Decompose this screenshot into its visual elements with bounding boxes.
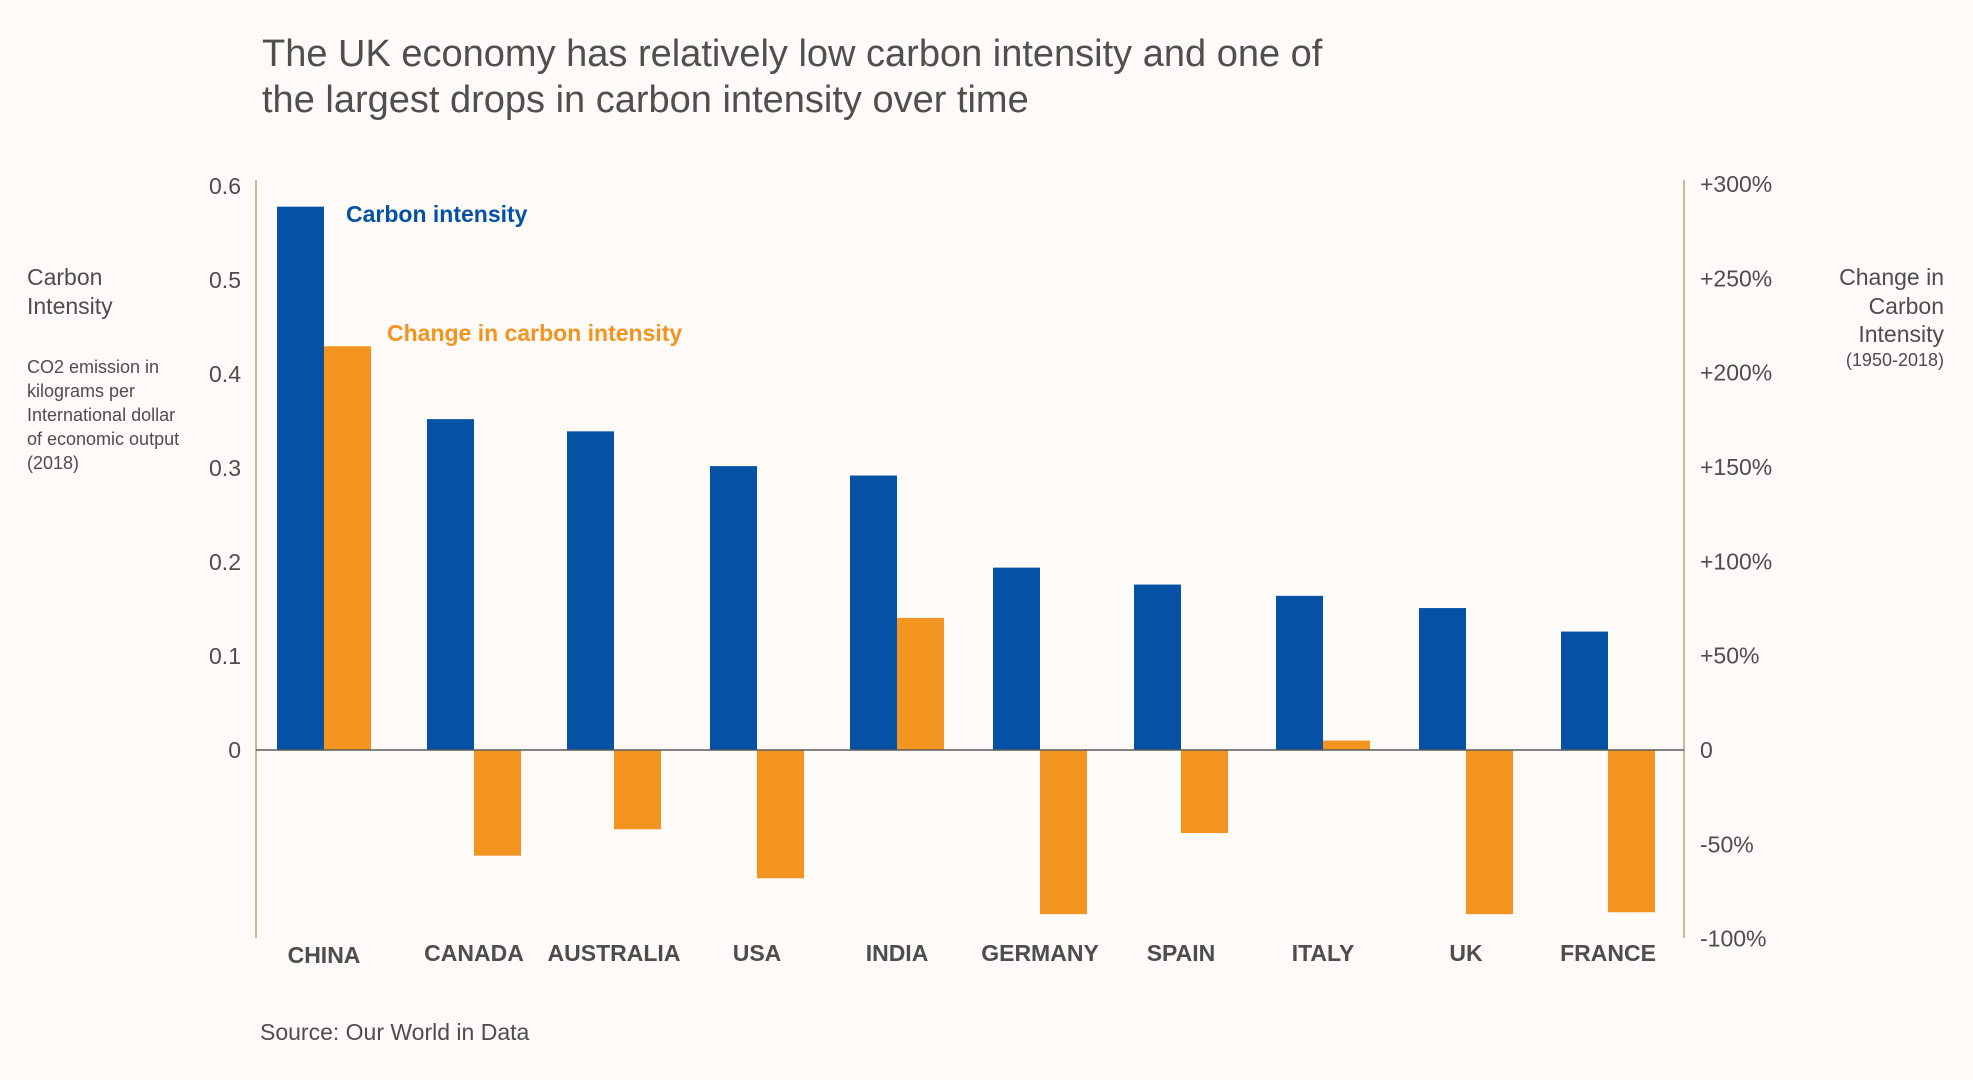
right-tick-label: 0	[1700, 737, 1713, 763]
left-tick-label: 0.4	[209, 361, 241, 387]
left-axis-title-line-1: Carbon	[27, 264, 102, 290]
title-line-1: The UK economy has relatively low carbon…	[262, 33, 1323, 75]
left-axis-subtitle-line-3: International dollar	[27, 405, 175, 425]
right-tick-label: +300%	[1700, 171, 1772, 197]
bar-carbon-intensity	[1276, 595, 1323, 750]
left-axis-subtitle-line-2: kilograms per	[27, 381, 135, 401]
bar-change-in-carbon-intensity	[324, 346, 371, 750]
category-label: USA	[733, 940, 782, 966]
bar-carbon-intensity	[850, 475, 897, 750]
right-tick-label: +200%	[1700, 360, 1772, 386]
category-label: GERMANY	[981, 940, 1099, 966]
right-axis-title-line-1: Change in	[1839, 264, 1944, 290]
category-label: CHINA	[288, 942, 361, 968]
bar-change-in-carbon-intensity	[1181, 750, 1228, 834]
category-label: ITALY	[1292, 940, 1355, 966]
right-axis-subtitle: (1950-2018)	[1846, 350, 1944, 370]
right-tick-label: -50%	[1700, 831, 1754, 857]
left-tick-label: 0	[228, 737, 241, 763]
right-tick-label: +250%	[1700, 265, 1772, 291]
left-tick-label: 0.1	[209, 643, 241, 669]
title-line-2: the largest drops in carbon intensity ov…	[262, 79, 1029, 121]
left-axis-subtitle-line-1: CO2 emission in	[27, 357, 159, 377]
bar-carbon-intensity	[1561, 631, 1608, 750]
right-axis-title-line-3: Intensity	[1858, 321, 1944, 347]
bar-carbon-intensity	[1134, 584, 1181, 750]
category-label: UK	[1449, 940, 1483, 966]
bar-carbon-intensity	[993, 567, 1040, 750]
bar-change-in-carbon-intensity	[1608, 750, 1655, 913]
left-axis-title-line-2: Intensity	[27, 293, 113, 319]
bar-change-in-carbon-intensity	[1466, 750, 1513, 915]
left-axis-label: Carbon Intensity CO2 emission in kilogra…	[27, 264, 179, 473]
bar-change-in-carbon-intensity	[1040, 750, 1087, 915]
right-axis-label: Change in Carbon Intensity (1950-2018)	[1839, 264, 1944, 370]
source-note: Source: Our World in Data	[260, 1019, 530, 1045]
bar-carbon-intensity	[277, 206, 324, 750]
bar-change-in-carbon-intensity	[897, 617, 944, 750]
left-tick-label: 0.3	[209, 455, 241, 481]
right-tick-label: +150%	[1700, 454, 1772, 480]
left-axis-subtitle-line-5: (2018)	[27, 453, 79, 473]
category-label: FRANCE	[1560, 940, 1656, 966]
bar-change-in-carbon-intensity	[474, 750, 521, 856]
right-tick-label: -100%	[1700, 926, 1766, 952]
category-label: INDIA	[866, 940, 929, 966]
bar-carbon-intensity	[567, 431, 614, 750]
bar-carbon-intensity	[710, 466, 757, 750]
bar-carbon-intensity	[427, 419, 474, 750]
chart-title: The UK economy has relatively low carbon…	[262, 33, 1323, 121]
bar-change-in-carbon-intensity	[757, 750, 804, 879]
category-label: SPAIN	[1147, 940, 1216, 966]
right-tick-label: +100%	[1700, 548, 1772, 574]
left-tick-label: 0.2	[209, 549, 241, 575]
right-tick-label: +50%	[1700, 643, 1759, 669]
plot-area: 0 0.1 0.2 0.3 0.4 0.5 0.6 -100% -50% 0 +50% +100% +1…	[209, 171, 1772, 968]
bar-carbon-intensity	[1419, 608, 1466, 750]
bar-change-in-carbon-intensity	[1323, 740, 1370, 750]
right-axis-title-line-2: Carbon	[1869, 293, 1944, 319]
category-label: CANADA	[424, 940, 524, 966]
bar-change-in-carbon-intensity	[614, 750, 661, 830]
left-tick-label: 0.5	[209, 267, 241, 293]
legend-carbon-intensity: Carbon intensity	[346, 201, 528, 227]
category-label: AUSTRALIA	[548, 940, 681, 966]
left-axis-subtitle-line-4: of economic output	[27, 429, 179, 449]
legend-change-in-carbon-intensity: Change in carbon intensity	[387, 320, 682, 346]
left-tick-label: 0.6	[209, 173, 241, 199]
